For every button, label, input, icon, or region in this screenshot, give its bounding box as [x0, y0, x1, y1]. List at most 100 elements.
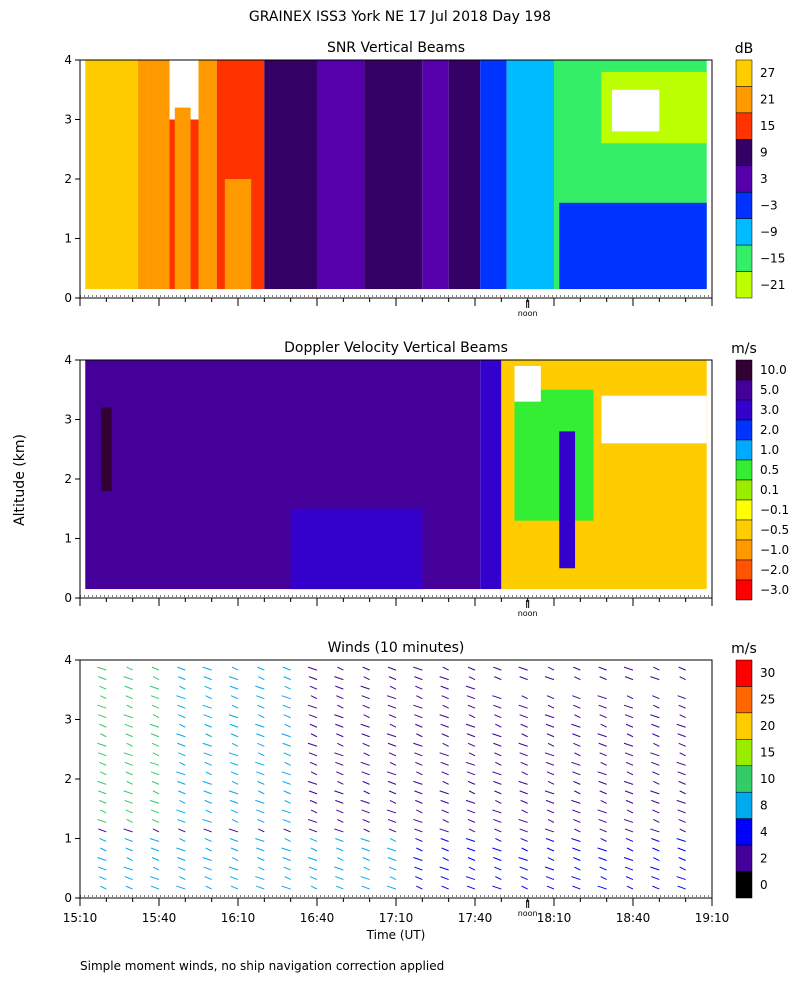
- wind-barb: [521, 885, 528, 890]
- wind-barb: [308, 676, 318, 681]
- wind-barb: [495, 723, 502, 728]
- wind-barb: [282, 742, 291, 747]
- wind-barb: [257, 818, 265, 823]
- wind-barb: [308, 714, 318, 719]
- wind-barb: [598, 666, 607, 671]
- colorbar-swatch: [735, 59, 753, 87]
- wind-barb: [521, 771, 528, 776]
- heatmap-cell: [422, 60, 449, 290]
- wind-barb: [361, 847, 370, 852]
- wind-barb: [623, 818, 634, 823]
- wind-barb: [597, 771, 607, 776]
- wind-barb: [309, 761, 318, 766]
- heatmap-cell: [611, 89, 660, 132]
- wind-barb: [493, 857, 502, 861]
- wind-barb: [571, 723, 581, 728]
- wind-barb: [309, 723, 318, 728]
- colorbar-swatch: [735, 479, 753, 501]
- wind-barb: [678, 780, 686, 785]
- wind-barb: [467, 666, 476, 671]
- wind-barb: [465, 838, 476, 842]
- wind-barb: [519, 714, 528, 719]
- wind-barb: [598, 742, 607, 747]
- wind-barb: [573, 780, 581, 785]
- y-tick-label: 0: [64, 591, 72, 605]
- wind-barb: [441, 771, 449, 776]
- wind-barb: [389, 838, 397, 842]
- wind-barb: [413, 742, 423, 747]
- wind-barb: [97, 818, 107, 823]
- wind-barb: [652, 847, 660, 852]
- wind-barb: [518, 704, 528, 709]
- wind-barb: [519, 752, 528, 757]
- wind-barb: [546, 771, 555, 776]
- wind-barb: [203, 790, 212, 795]
- wind-barb: [678, 818, 686, 823]
- wind-barb: [441, 847, 449, 852]
- colorbar-label: −1.0: [760, 543, 789, 557]
- wind-barb: [467, 704, 476, 709]
- wind-barb: [653, 857, 660, 861]
- footnote: Simple moment winds, no ship navigation …: [80, 959, 444, 973]
- wind-barb: [389, 799, 397, 804]
- wind-barb: [282, 666, 291, 671]
- colorbar-swatch: [735, 379, 753, 401]
- wind-barb: [125, 809, 133, 814]
- wind-barb: [679, 676, 686, 681]
- wind-barb: [123, 752, 133, 757]
- wind-barb: [177, 666, 186, 671]
- wind-barb: [495, 876, 502, 881]
- wind-barb: [626, 771, 634, 776]
- colorbar-swatch: [735, 844, 753, 872]
- wind-barb: [230, 847, 239, 852]
- heatmap-cell: [224, 179, 252, 290]
- wind-barb: [230, 809, 239, 814]
- wind-barb: [545, 761, 555, 766]
- wind-barb: [98, 752, 107, 757]
- wind-barb: [98, 866, 107, 871]
- wind-barb: [416, 885, 423, 890]
- wind-barb: [256, 733, 265, 738]
- colorbar-swatch: [735, 399, 753, 421]
- panel-3: Winds (10 minutes) 0 1 2 3 4 noon 15:10 15:40 16:…: [63, 640, 776, 942]
- wind-barb: [624, 714, 634, 719]
- panel-frame: [79, 659, 713, 899]
- wind-barb: [388, 866, 397, 871]
- wind-barb: [255, 838, 265, 842]
- wind-barb: [100, 885, 107, 890]
- wind-barb: [494, 676, 502, 681]
- wind-barb: [125, 733, 133, 738]
- wind-barb: [178, 828, 186, 833]
- wind-barb: [386, 695, 397, 700]
- colorbar-swatch: [735, 271, 753, 299]
- colorbar-swatch: [735, 218, 753, 246]
- wind-barb: [98, 714, 107, 719]
- wind-barb: [677, 771, 686, 776]
- wind-barb: [547, 780, 555, 785]
- wind-barb: [178, 752, 186, 757]
- wind-barb: [599, 752, 607, 757]
- wind-barb: [176, 847, 186, 852]
- colorbar-swatch: [735, 739, 753, 767]
- wind-barb: [283, 714, 291, 719]
- colorbar-swatch: [735, 765, 753, 793]
- wind-barb: [229, 838, 239, 842]
- wind-barb: [361, 809, 370, 814]
- wind-barb: [257, 857, 265, 861]
- wind-barb: [256, 809, 265, 814]
- wind-barb: [572, 809, 581, 814]
- wind-barb: [176, 771, 186, 776]
- colorbar-label: 10.0: [760, 363, 787, 377]
- wind-barb: [546, 809, 555, 814]
- wind-barb: [466, 695, 476, 700]
- wind-barb: [545, 723, 555, 728]
- wind-barb: [178, 790, 186, 795]
- wind-barb: [284, 761, 291, 766]
- wind-barb: [652, 885, 660, 890]
- wind-barb: [545, 876, 555, 881]
- wind-barb: [97, 666, 107, 671]
- wind-barb: [283, 828, 291, 833]
- wind-barb: [231, 666, 239, 671]
- wind-barb: [599, 676, 607, 681]
- wind-barb: [440, 838, 449, 842]
